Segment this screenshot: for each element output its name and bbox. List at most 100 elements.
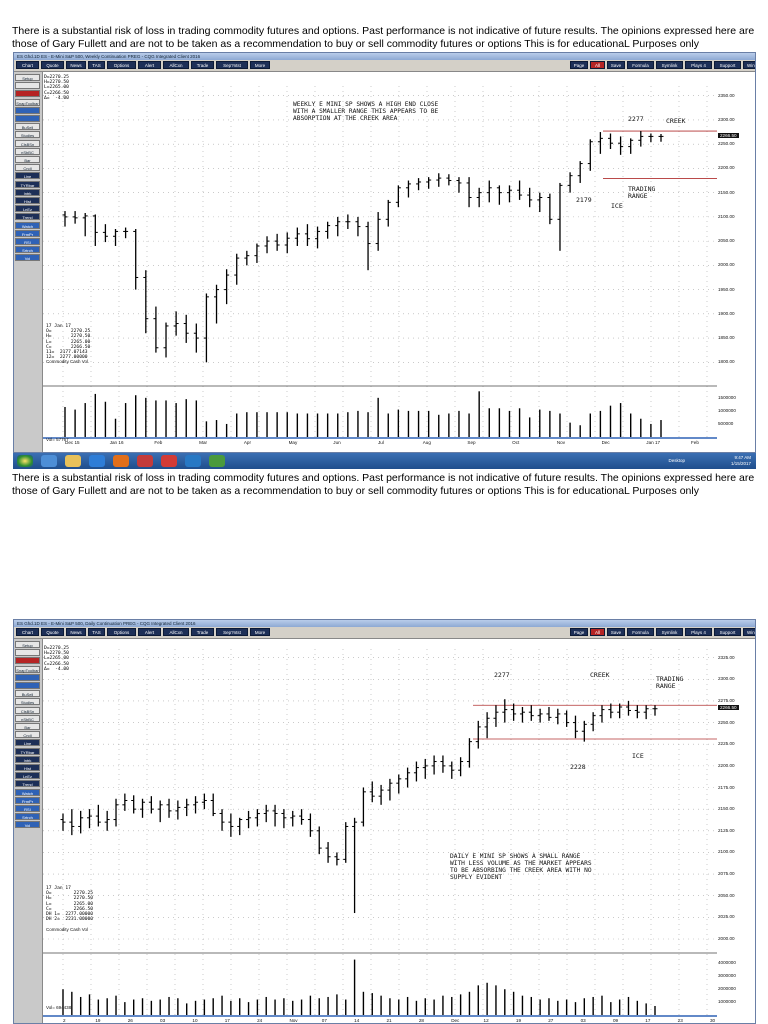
toolbar-button-window[interactable]: Window — [743, 628, 755, 636]
toolbar-button-symlink[interactable]: Symlink — [656, 628, 683, 636]
toolbar-button-news[interactable]: News — [66, 628, 86, 636]
toolbar-button-plays4[interactable]: Plays 4 — [685, 61, 712, 69]
toolbar-button-alert[interactable]: Alert — [138, 61, 161, 69]
toolbar-button-more[interactable]: More — [250, 61, 270, 69]
left-panel-button-icon-5[interactable] — [15, 115, 40, 122]
left-panel-button-tyrbar[interactable]: TYRbar — [15, 180, 40, 188]
left-panel-button-cndl[interactable]: Cndl — [15, 731, 40, 739]
toolbar-button-save[interactable]: Save — [607, 628, 625, 636]
left-panel-button-hist[interactable]: Hist — [15, 197, 40, 204]
left-panel-button-frmpr[interactable]: FrmPr — [15, 796, 40, 804]
toolbar-button-options[interactable]: Options — [107, 628, 136, 636]
left-panel-button-setup[interactable]: Setup — [15, 74, 40, 81]
left-panel-button-trend[interactable]: Trend — [15, 213, 40, 221]
left-panel-button-srtrch[interactable]: Srtrch — [15, 246, 40, 254]
toolbar-button-window[interactable]: Window — [743, 61, 755, 69]
left-panel-button-intrk[interactable]: Intrk — [15, 188, 40, 196]
left-panel-button-hist[interactable]: Hist — [15, 764, 40, 771]
volume-tick-label: 1000000 — [718, 407, 736, 413]
toolbar-button-chart[interactable]: Chart — [16, 628, 39, 636]
toolbar-button-options[interactable]: Options — [107, 61, 136, 69]
volume-study-label: Commodity Cash Vol — [46, 927, 89, 932]
browser-taskbar-icon[interactable] — [89, 455, 105, 467]
left-panel-button-trend[interactable]: Trend — [15, 780, 40, 788]
toolbar-button-page[interactable]: Page — [570, 61, 588, 69]
left-panel-button-intrk[interactable]: Intrk — [15, 755, 40, 763]
toolbar-button-support[interactable]: Support — [714, 628, 741, 636]
left-panel-button-icon-1[interactable] — [15, 649, 40, 657]
toolbar-button-news[interactable]: News — [66, 61, 86, 69]
toolbar-button-chart[interactable]: Chart — [16, 61, 39, 69]
toolbar-button-allcxn[interactable]: AllCxn — [163, 61, 189, 69]
left-panel-button-frmpr[interactable]: FrmPr — [15, 229, 40, 237]
left-panel-button-studies[interactable]: Studies — [15, 698, 40, 706]
time-tick-label: 10 — [192, 1018, 198, 1023]
chrome-taskbar-icon[interactable] — [113, 455, 129, 467]
left-panel-button-vol[interactable]: Vol — [15, 254, 40, 262]
left-panel-button-bar[interactable]: Bar — [15, 156, 40, 163]
left-panel-button-rsi[interactable]: RSI — [15, 238, 40, 245]
left-panel-button-busell[interactable]: BuSell — [15, 690, 40, 698]
left-panel-button-bar[interactable]: Bar — [15, 723, 40, 730]
left-panel-button-icon-2[interactable] — [15, 90, 40, 98]
start-orb-icon[interactable] — [17, 455, 33, 467]
toolbar-button-more[interactable]: More — [250, 628, 270, 636]
toolbar-button-sepntst[interactable]: Sep?ntst — [216, 61, 248, 69]
left-panel-button-clsbsn[interactable]: ClsBSn — [15, 139, 40, 147]
toolbar-button-alert[interactable]: Alert — [138, 628, 161, 636]
pdf-taskbar-icon[interactable] — [161, 455, 177, 467]
toolbar-button-sepntst[interactable]: Sep?ntst — [216, 628, 248, 636]
toolbar-button-all[interactable]: All — [590, 61, 605, 69]
toolbar-button-quote[interactable]: Quote — [41, 61, 64, 69]
ie-taskbar-icon[interactable] — [41, 455, 57, 467]
toolbar-button-trade[interactable]: Trade — [191, 61, 214, 69]
left-panel-button-snaptoolbar[interactable]: SnapToolbar — [15, 665, 40, 673]
left-panel-button-watch[interactable]: Watch — [15, 788, 40, 796]
toolbar-button-formula[interactable]: Formula — [627, 61, 654, 69]
skype-taskbar-icon[interactable] — [185, 455, 201, 467]
left-panel-button-icon-1[interactable] — [15, 82, 40, 90]
left-panel-button-icon-2[interactable] — [15, 657, 40, 665]
toolbar-button-tas[interactable]: TAS — [88, 628, 105, 636]
volume-tick-label: 500000 — [718, 420, 734, 426]
left-panel-button-line[interactable]: Line — [15, 172, 40, 180]
toolbar-button-symlink[interactable]: Symlink — [656, 61, 683, 69]
price-tick-label: 1800.00 — [718, 359, 735, 365]
app-taskbar-icon[interactable] — [137, 455, 153, 467]
left-panel-button-lnez[interactable]: LnEz — [15, 772, 40, 780]
left-panel-button-setup[interactable]: Setup — [15, 641, 40, 648]
folder-taskbar-icon[interactable] — [65, 455, 81, 467]
left-panel-button-nsbbc[interactable]: nSbBC — [15, 147, 40, 155]
toolbar-button-support[interactable]: Support — [714, 61, 741, 69]
left-panel-button-cndl[interactable]: Cndl — [15, 164, 40, 172]
left-panel-button-clsbsn[interactable]: ClsBSn — [15, 706, 40, 714]
left-panel-button-srtrch[interactable]: Srtrch — [15, 813, 40, 821]
toolbar-button-formula[interactable]: Formula — [627, 628, 654, 636]
left-panel-button-icon-4[interactable] — [15, 106, 40, 114]
toolbar-button-save[interactable]: Save — [607, 61, 625, 69]
left-panel-button-nsbbc[interactable]: nSbBC — [15, 714, 40, 722]
time-tick-label: Jul — [378, 440, 384, 445]
price-tick-label: 1900.00 — [718, 310, 735, 316]
left-panel-button-studies[interactable]: Studies — [15, 131, 40, 139]
left-panel-button-busell[interactable]: BuSell — [15, 123, 40, 131]
left-panel-button-lnez[interactable]: LnEz — [15, 205, 40, 213]
left-panel-button-vol[interactable]: Vol — [15, 821, 40, 829]
left-panel-button-watch[interactable]: Watch — [15, 221, 40, 229]
toolbar-button-page[interactable]: Page — [570, 628, 588, 636]
left-panel-button-line[interactable]: Line — [15, 739, 40, 747]
window-title-bar: ES Ghd.1D ES - E-Mini S&P 500, Weekly Co… — [14, 53, 755, 60]
toolbar-button-allcxn[interactable]: AllCxn — [163, 628, 189, 636]
left-panel-button-rsi[interactable]: RSI — [15, 805, 40, 812]
excel-taskbar-icon[interactable] — [209, 455, 225, 467]
left-panel-button-tyrbar[interactable]: TYRbar — [15, 747, 40, 755]
toolbar-button-quote[interactable]: Quote — [41, 628, 64, 636]
toolbar-button-plays4[interactable]: Plays 4 — [685, 628, 712, 636]
toolbar-button-all[interactable]: All — [590, 628, 605, 636]
desktop-label[interactable]: Desktop — [668, 458, 685, 463]
left-panel-button-icon-4[interactable] — [15, 673, 40, 681]
left-panel-button-icon-5[interactable] — [15, 682, 40, 689]
toolbar-button-trade[interactable]: Trade — [191, 628, 214, 636]
left-panel-button-snaptoolbar[interactable]: SnapToolbar — [15, 98, 40, 106]
toolbar-button-tas[interactable]: TAS — [88, 61, 105, 69]
